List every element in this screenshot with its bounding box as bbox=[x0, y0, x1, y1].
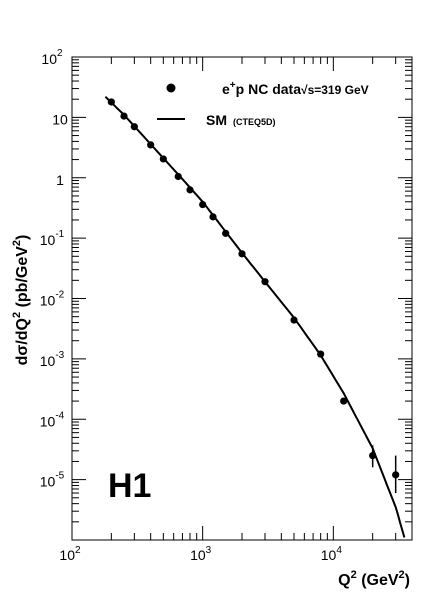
x-tick-label-base: 10 bbox=[59, 547, 75, 563]
data-point bbox=[130, 123, 138, 131]
y-tick-label-exp: -5 bbox=[55, 471, 64, 482]
y-tick-label-exp: -2 bbox=[55, 290, 64, 301]
y-tick-label-base: 10 bbox=[40, 413, 56, 429]
legend-label-data-rest: p NC data bbox=[236, 81, 302, 97]
data-point bbox=[174, 172, 182, 181]
x-tick-label-exp: 3 bbox=[206, 545, 212, 556]
y-tick-label: 10-4 bbox=[40, 410, 65, 429]
y-tick-label: 10-5 bbox=[40, 471, 65, 490]
y-axis-title-sup: 2 bbox=[11, 312, 23, 318]
y-axis-title-unit: (pb/GeV bbox=[14, 246, 31, 312]
y-axis-title-close: ) bbox=[14, 235, 31, 240]
x-axis-title-sup: 2 bbox=[351, 569, 357, 581]
y-tick-label-exp: -3 bbox=[55, 350, 64, 361]
legend-label-sm: SM (CTEQ5D) bbox=[206, 112, 276, 128]
data-point bbox=[120, 112, 128, 120]
y-tick-label-base: 10 bbox=[41, 51, 57, 67]
y-tick-label-base: 10 bbox=[40, 232, 56, 248]
y-tick-label: 10 bbox=[52, 111, 68, 127]
data-point bbox=[199, 200, 207, 209]
data-point bbox=[290, 316, 298, 324]
data-point bbox=[159, 155, 167, 163]
data-point bbox=[369, 451, 377, 460]
x-tick-label: 103 bbox=[190, 545, 212, 563]
x-tick-label-exp: 2 bbox=[75, 545, 81, 556]
data-point bbox=[238, 250, 246, 258]
y-tick-label-base: 10 bbox=[40, 353, 56, 369]
x-axis-title-unit: (GeV bbox=[357, 572, 399, 589]
legend-label-sm-main: SM bbox=[206, 112, 227, 128]
legend-label-sm-note: (CTEQ5D) bbox=[233, 117, 276, 127]
data-points-group bbox=[107, 98, 400, 494]
x-axis-title-close: ) bbox=[405, 572, 410, 589]
data-point bbox=[222, 229, 230, 237]
x-axis: 102 103 104 bbox=[59, 57, 413, 563]
data-point bbox=[147, 141, 155, 149]
data-point bbox=[340, 397, 348, 405]
y-tick-label-base: 10 bbox=[40, 474, 56, 490]
y-tick-label: 102 bbox=[41, 48, 63, 67]
data-point bbox=[317, 350, 325, 358]
y-tick-label-base: 10 bbox=[52, 111, 68, 127]
legend-label-data-sup: + bbox=[230, 80, 236, 91]
y-tick-label-base: 10 bbox=[40, 293, 56, 309]
legend-label-data-note: √s=319 GeV bbox=[301, 83, 369, 97]
x-tick-label-base: 10 bbox=[190, 547, 206, 563]
legend-label-data: e+p NC data√s=319 GeV bbox=[222, 80, 369, 97]
y-tick-label: 10-2 bbox=[40, 290, 65, 309]
x-axis-title: Q2 (GeV2) bbox=[338, 569, 410, 589]
y-tick-label-exp: 2 bbox=[57, 48, 63, 59]
data-point bbox=[186, 186, 194, 194]
x-tick-label: 102 bbox=[59, 545, 81, 563]
y-tick-label-exp: -1 bbox=[55, 229, 64, 240]
y-tick-label-exp: -4 bbox=[55, 410, 64, 421]
y-tick-label-base: 1 bbox=[56, 172, 64, 188]
data-point bbox=[209, 213, 217, 221]
y-tick-label: 10-3 bbox=[40, 350, 65, 369]
y-axis-title-main: dσ/dQ bbox=[14, 318, 31, 365]
x-axis-title-unit-sup: 2 bbox=[399, 569, 405, 581]
x-axis-title-main: Q bbox=[338, 572, 350, 589]
y-axis-title-unit-sup: 2 bbox=[11, 240, 23, 246]
x-tick-label-base: 10 bbox=[321, 547, 337, 563]
experiment-label: H1 bbox=[108, 467, 151, 505]
legend: e+p NC data√s=319 GeV SM (CTEQ5D) bbox=[157, 80, 369, 128]
data-point bbox=[107, 98, 115, 106]
x-tick-label: 104 bbox=[321, 545, 343, 563]
data-point bbox=[392, 471, 400, 479]
y-tick-label: 1 bbox=[56, 172, 64, 188]
legend-marker-data bbox=[166, 83, 176, 93]
x-tick-label-exp: 4 bbox=[336, 545, 342, 556]
y-axis-title: dσ/dQ2 (pb/GeV2) bbox=[11, 235, 31, 366]
y-tick-label: 10-1 bbox=[40, 229, 65, 248]
data-point bbox=[261, 278, 269, 286]
legend-label-data-e: e bbox=[222, 81, 230, 97]
